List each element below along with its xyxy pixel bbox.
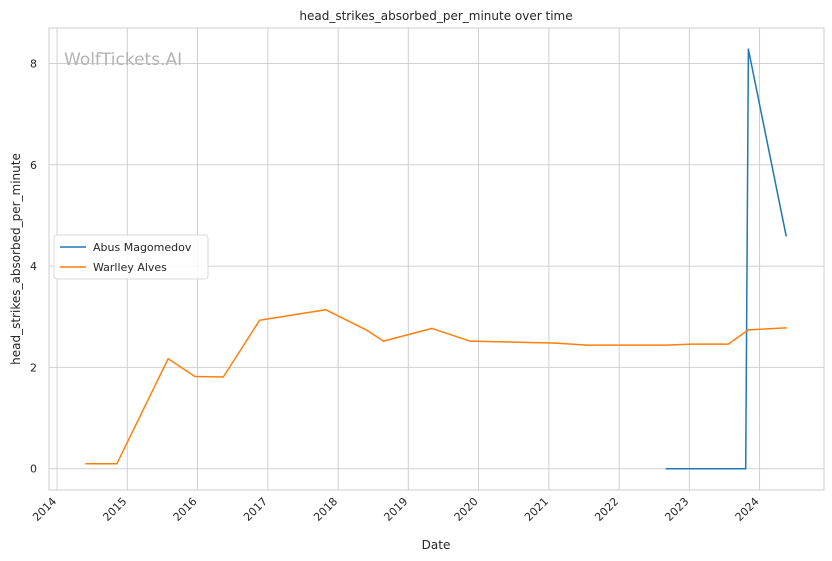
data-point-warlley-alves-7 xyxy=(365,329,368,331)
data-point-abus-magomedov-2 xyxy=(747,48,750,51)
x-tick-label-2016: 2016 xyxy=(171,495,200,524)
data-point-warlley-alves-5 xyxy=(258,319,261,322)
data-point-warlley-alves-12 xyxy=(586,344,588,346)
data-point-warlley-alves-0 xyxy=(85,462,87,465)
data-point-warlley-alves-1 xyxy=(116,462,118,465)
data-point-abus-magomedov-0 xyxy=(665,467,668,470)
x-tick-labels: 2014 2015 2016 2017 2018 2019 2020 2021 2022 2023… xyxy=(30,495,761,524)
series-line-abus-magomedov xyxy=(666,48,787,470)
x-axis-title: Date xyxy=(422,538,451,552)
data-point-warlley-alves-15 xyxy=(727,343,729,345)
legend: Abus Magomedov Warlley Alves xyxy=(53,234,209,280)
data-point-warlley-alves-8 xyxy=(382,340,385,342)
y-tick-label-2: 2 xyxy=(30,361,37,374)
x-tick-label-2019: 2019 xyxy=(381,495,410,524)
plot-frame xyxy=(48,27,825,491)
x-tick-label-2021: 2021 xyxy=(522,495,551,524)
x-tick-label-2014: 2014 xyxy=(30,495,59,524)
data-point-warlley-alves-14 xyxy=(691,343,693,345)
x-tick-label-2015: 2015 xyxy=(100,495,129,524)
y-tick-label-0: 0 xyxy=(30,463,37,476)
watermark-text: WolfTickets.AI xyxy=(64,50,182,70)
x-tick-label-2020: 2020 xyxy=(452,495,481,524)
data-point-warlley-alves-6 xyxy=(324,308,327,311)
data-point-warlley-alves-2 xyxy=(167,358,169,360)
series-lines xyxy=(85,48,787,470)
data-point-warlley-alves-16 xyxy=(747,329,750,331)
y-tick-labels: 0 2 4 6 8 xyxy=(30,57,37,475)
data-point-abus-magomedov-3 xyxy=(785,234,787,237)
series-line-warlley-alves xyxy=(85,308,787,465)
data-point-warlley-alves-10 xyxy=(468,340,471,342)
data-point-warlley-alves-3 xyxy=(194,375,196,378)
data-point-warlley-alves-4 xyxy=(222,376,225,378)
x-tick-label-2023: 2023 xyxy=(662,495,691,524)
y-tick-label-4: 4 xyxy=(30,260,37,273)
legend-label-warlley-alves: Warlley Alves xyxy=(93,261,167,274)
x-tick-label-2024: 2024 xyxy=(733,495,762,524)
x-tick-label-2018: 2018 xyxy=(311,495,340,524)
data-point-warlley-alves-9 xyxy=(431,327,433,330)
y-tick-label-8: 8 xyxy=(30,57,37,70)
data-point-abus-magomedov-1 xyxy=(744,467,747,470)
data-point-warlley-alves-13 xyxy=(665,344,668,346)
legend-label-abus-magomedov: Abus Magomedov xyxy=(93,241,192,254)
x-tick-label-2022: 2022 xyxy=(592,495,621,524)
legend-box xyxy=(53,234,209,280)
y-axis-title: head_strikes_absorbed_per_minute xyxy=(9,153,23,365)
y-tick-label-6: 6 xyxy=(30,159,37,172)
chart-title: head_strikes_absorbed_per_minute over ti… xyxy=(299,9,572,23)
data-point-warlley-alves-11 xyxy=(555,342,557,344)
data-point-warlley-alves-17 xyxy=(785,327,787,329)
x-tick-label-2017: 2017 xyxy=(241,495,270,524)
